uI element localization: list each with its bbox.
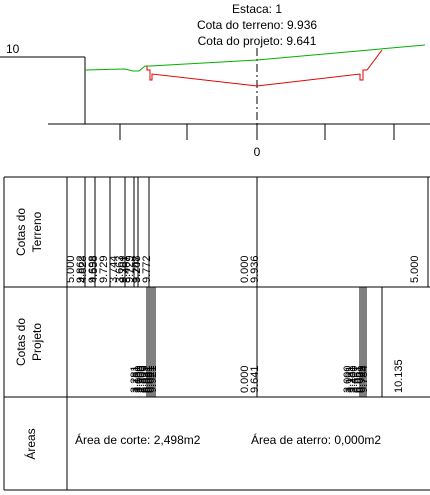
project-elevation-label: Cota do projeto: 9.641: [198, 34, 317, 48]
project-elevation-value: 10.135: [393, 359, 405, 393]
terrain-distance-value: 4.828: [77, 255, 89, 283]
project-distance-value: 3.400: [348, 365, 360, 393]
terrain-values-group: 5.0009.8624.8289.6984.5589.7293.7449.701…: [65, 255, 421, 283]
terrain-profile-line: [84, 44, 426, 72]
terrain-elevation-value: 9.729: [124, 255, 136, 283]
project-distance-value: 2.900: [135, 365, 147, 393]
project-header-line1: Cotas do: [14, 318, 28, 366]
areas-header: Áreas: [23, 428, 38, 459]
project-elevation-value: 9.784: [358, 365, 370, 393]
project-elevation-value: 9.921: [145, 365, 157, 393]
fill-area-label: Área de aterro: 0,000m2: [251, 432, 381, 447]
project-distance-value: 3.131: [344, 365, 356, 393]
terrain-elevation-label: Cota do terreno: 9.936: [197, 18, 317, 32]
project-elevation-value: 9.921: [147, 365, 159, 393]
terrain-distance-value: 3.744: [108, 255, 120, 283]
terrain-elevation-value: 9.701: [118, 255, 130, 283]
terrain-distance-value: 3.207: [131, 255, 143, 283]
project-elevation-value: 9.921: [143, 365, 155, 393]
project-distance-value: 3.131: [131, 365, 143, 393]
project-elevation-value: 9.641: [249, 365, 261, 393]
project-elevation-value: 9.929: [356, 365, 368, 393]
terrain-distance-value: 3.407: [121, 255, 133, 283]
station-label: Estaca: 1: [232, 2, 282, 16]
project-distance-value: 3.000: [133, 365, 145, 393]
offset-zero-label: 0: [254, 145, 261, 159]
project-elevation-value: 9.921: [354, 365, 366, 393]
terrain-distance-value: 5.000: [409, 255, 421, 283]
terrain-elevation-value: 9.936: [249, 255, 261, 283]
terrain-elevation-value: 9.729: [98, 255, 110, 283]
project-header-line2: Projeto: [30, 323, 44, 361]
terrain-distance-value: 3.663: [114, 255, 126, 283]
project-elevation-value: 9.921: [141, 365, 153, 393]
terrain-elevation-value: 9.698: [87, 255, 99, 283]
terrain-elevation-value: 9.862: [75, 255, 87, 283]
project-station-lines: [146, 287, 383, 397]
terrain-elevation-value: 9.772: [141, 255, 153, 283]
project-distance-value: 3.000: [342, 365, 354, 393]
cut-area-label: Área de corte: 2,498m2: [75, 432, 201, 447]
terrain-distance-value: 0.000: [239, 255, 251, 283]
terrain-header-line2: Terreno: [30, 211, 44, 252]
project-distance-value: 3.281: [346, 365, 358, 393]
project-elevation-value: 9.929: [139, 365, 151, 393]
project-distance-value: 0.000: [239, 365, 251, 393]
project-values-group: 3.2819.9293.1319.9213.0009.9212.9009.921…: [129, 359, 405, 393]
project-distance-value: 2.800: [137, 365, 149, 393]
project-profile-line: [146, 49, 383, 87]
elevation-tick-label: 10: [6, 42, 20, 56]
project-elevation-value: 9.961: [352, 365, 364, 393]
terrain-header-line1: Cotas do: [14, 208, 28, 256]
terrain-distance-value: 5.000: [65, 255, 77, 283]
terrain-distance-value: 4.558: [88, 255, 100, 283]
terrain-elevation-value: 9.748: [131, 255, 143, 283]
project-distance-value: 3.281: [129, 365, 141, 393]
terrain-station-lines: [84, 177, 429, 287]
